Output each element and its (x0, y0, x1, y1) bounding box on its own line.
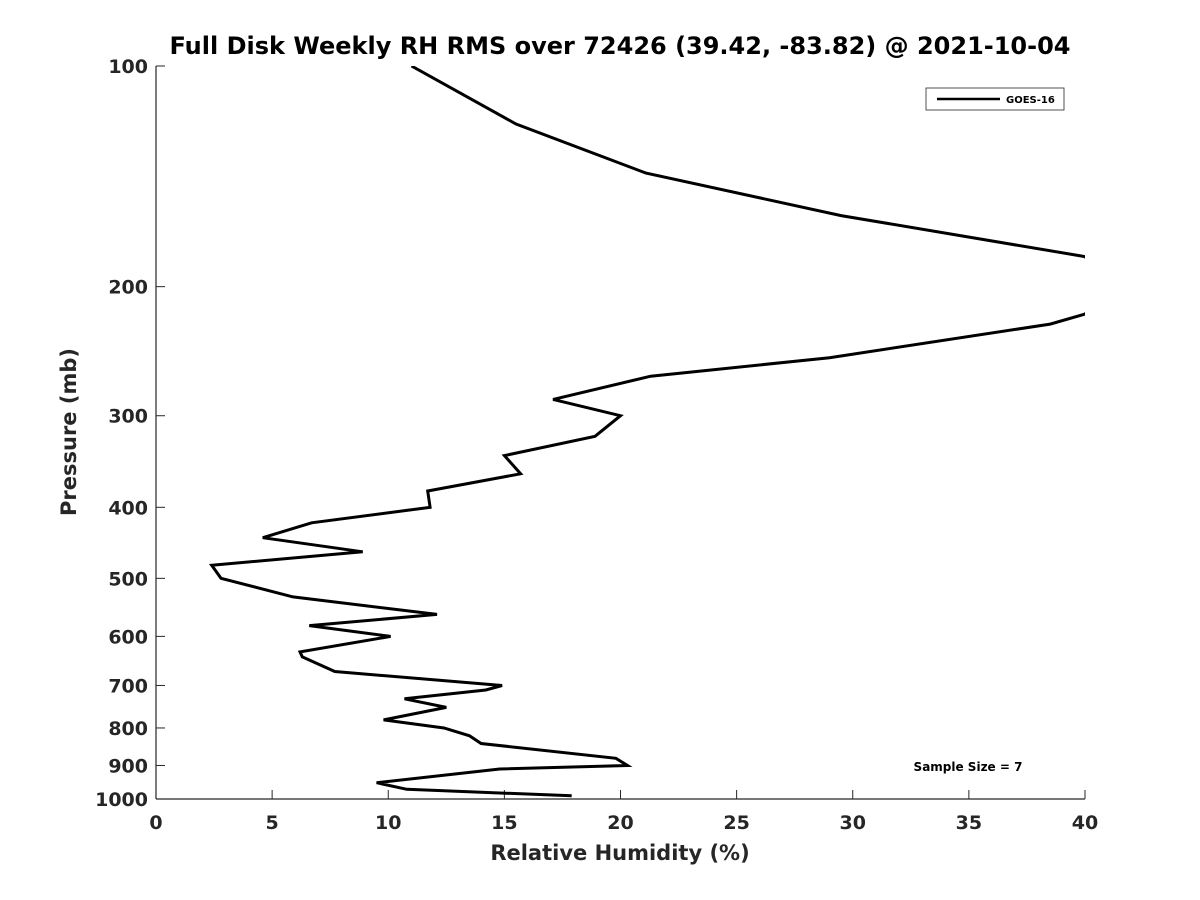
y-tick-label: 200 (108, 277, 148, 299)
chart-title: Full Disk Weekly RH RMS over 72426 (39.4… (169, 32, 1070, 60)
series-layer (208, 66, 1085, 798)
x-axis-label: Relative Humidity (%) (490, 841, 749, 865)
legend: GOES-16 (925, 87, 1065, 111)
x-tick-label: 30 (840, 812, 866, 834)
x-tick-label: 40 (1072, 812, 1098, 834)
y-tick-label: 1000 (95, 789, 148, 811)
x-tick-label: 0 (149, 812, 162, 834)
y-tick-label: 400 (108, 497, 148, 519)
x-tick-label: 35 (956, 812, 982, 834)
y-tick-label: 300 (108, 406, 148, 428)
y-tick-label: 500 (108, 568, 148, 590)
y-tick-label: 800 (108, 718, 148, 740)
x-tick-label: 5 (266, 812, 279, 834)
x-tick-label: 15 (491, 812, 517, 834)
y-tick-label: 600 (108, 626, 148, 648)
axis-ticks: 0 5 10 15 20 25 30 35 40 100 200 300 400 500 600 700 800… (95, 56, 1098, 834)
y-axis-label: Pressure (mb) (57, 348, 81, 516)
x-tick-label: 20 (607, 812, 633, 834)
x-tick-label: 10 (375, 812, 401, 834)
y-tick-label: 900 (108, 755, 148, 777)
y-tick-label: 100 (108, 56, 148, 78)
legend-label-goes-16: GOES-16 (1006, 95, 1055, 106)
y-tick-label: 700 (108, 675, 148, 697)
x-tick-label: 25 (723, 812, 749, 834)
series-line-goes-16 (208, 66, 1085, 798)
sample-size-annotation: Sample Size = 7 (914, 760, 1023, 774)
